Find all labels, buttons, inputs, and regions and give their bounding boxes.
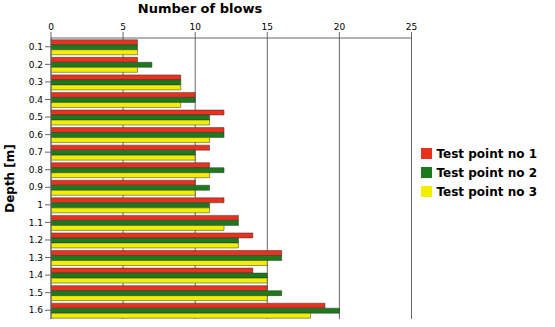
- svg-text:0.9: 0.9: [29, 182, 44, 192]
- svg-text:1.3: 1.3: [29, 253, 43, 263]
- html-text:Test point no 2: Test point no 2: [436, 166, 537, 180]
- svg-text:1: 1: [37, 200, 43, 210]
- html-text:Test point no 1: Test point no 1: [436, 147, 537, 161]
- svg-text:1.2: 1.2: [29, 235, 43, 245]
- svg-text:0: 0: [48, 22, 54, 32]
- svg-text:10: 10: [189, 22, 201, 32]
- svg-text:1.5: 1.5: [29, 288, 43, 298]
- svg-text:Depth [m]: Depth [m]: [3, 144, 17, 213]
- svg-text:0.7: 0.7: [29, 147, 43, 157]
- svg-text:0.4: 0.4: [29, 95, 44, 105]
- svg-text:5: 5: [120, 22, 126, 32]
- svg-text:1.6: 1.6: [29, 305, 44, 315]
- svg-text:0.5: 0.5: [29, 112, 43, 122]
- svg-text:0.8: 0.8: [29, 165, 44, 175]
- svg-text:1.1: 1.1: [29, 218, 43, 228]
- html-text:Number of blows: Number of blows: [137, 1, 263, 16]
- svg-text:15: 15: [262, 22, 273, 32]
- svg-text:0.1: 0.1: [29, 42, 43, 52]
- html-text:Test point no 3: Test point no 3: [436, 185, 537, 199]
- svg-text:20: 20: [334, 22, 346, 32]
- svg-text:1.4: 1.4: [29, 270, 44, 280]
- svg-text:0.2: 0.2: [29, 60, 43, 70]
- svg-text:25: 25: [406, 22, 417, 32]
- svg-text:0.6: 0.6: [29, 130, 44, 140]
- svg-text:0.3: 0.3: [29, 77, 43, 87]
